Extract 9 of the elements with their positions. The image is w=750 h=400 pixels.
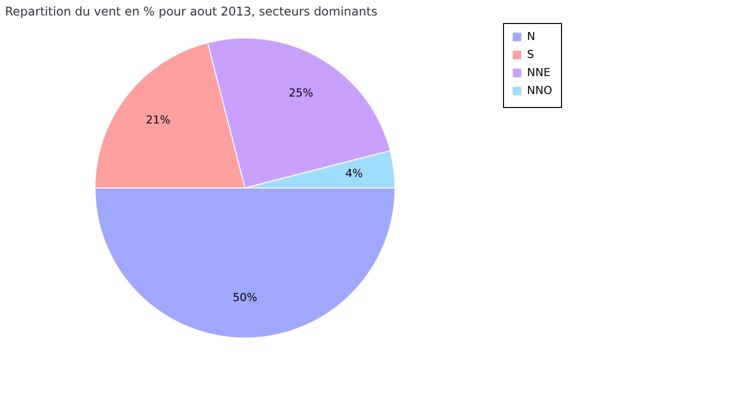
legend-label: NNE <box>527 66 550 79</box>
legend-label: S <box>527 48 534 61</box>
data-label: 25% <box>288 86 314 100</box>
data-label: 21% <box>146 114 170 127</box>
chart-title: Repartition du vent en % pour aout 2013, secteurs dominants <box>5 4 378 18</box>
data-label: 4% <box>345 167 363 180</box>
legend-label: N <box>527 30 536 43</box>
legend-label: NNO <box>527 84 552 97</box>
data-label: 50% <box>232 291 258 304</box>
